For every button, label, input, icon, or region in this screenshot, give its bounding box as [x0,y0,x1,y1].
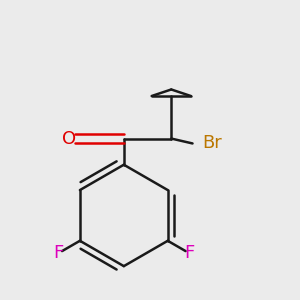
Text: O: O [62,130,76,148]
Text: F: F [53,244,64,262]
Text: F: F [184,244,194,262]
Text: Br: Br [202,134,222,152]
